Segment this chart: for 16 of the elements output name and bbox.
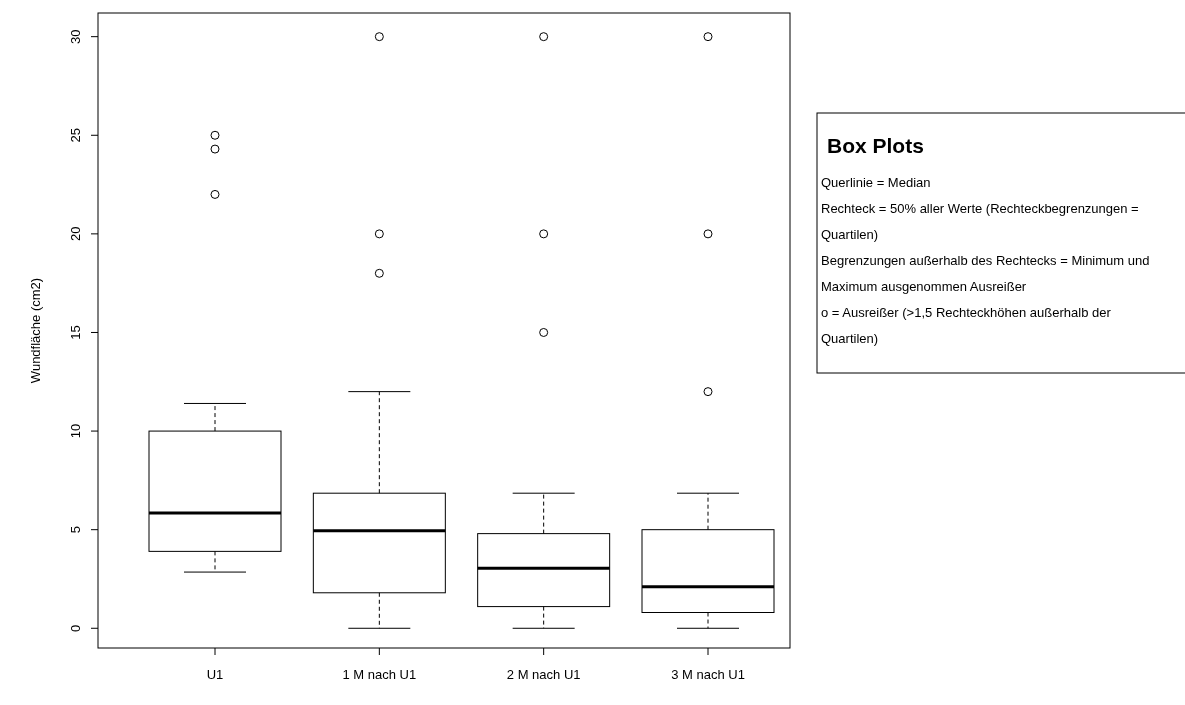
x-tick-label: 1 M nach U1 bbox=[342, 667, 417, 682]
x-tick-label: 2 M nach U1 bbox=[506, 667, 581, 682]
x-tick-label: U1 bbox=[206, 667, 224, 682]
y-tick-label: 15 bbox=[68, 325, 83, 340]
y-axis-title: Wundfläche (cm2) bbox=[28, 277, 43, 384]
text: Box Plots bbox=[827, 134, 924, 157]
text: o = Ausreißer (>1,5 Rechteckhöhen außerhalb der Quartilen) bbox=[821, 305, 1112, 346]
x-tick-label: 3 M nach U1 bbox=[671, 667, 745, 682]
y-tick-label: 20 bbox=[68, 226, 83, 242]
y-tick-label: 10 bbox=[68, 423, 83, 439]
y-tick-label: 0 bbox=[68, 624, 83, 632]
y-tick-label: 5 bbox=[68, 526, 83, 534]
text: Querlinie = Median bbox=[821, 175, 931, 190]
y-tick-label: 30 bbox=[68, 29, 83, 44]
y-tick-label: 25 bbox=[68, 128, 83, 143]
text: Rechteck = 50% aller Werte (Rechteckbegrenzungen = Quartilen) bbox=[821, 201, 1139, 242]
